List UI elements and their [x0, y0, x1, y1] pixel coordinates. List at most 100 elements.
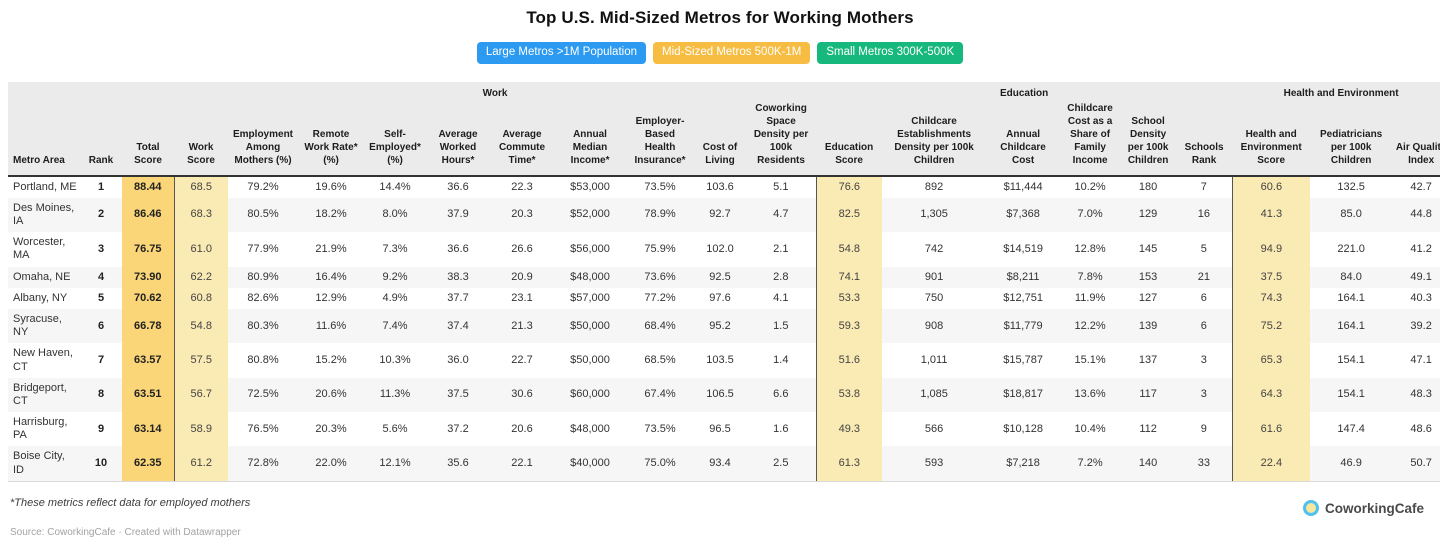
cell: 127 — [1138, 291, 1158, 304]
cell: Bridgeport, CT — [13, 381, 67, 407]
cell: 53.8 — [815, 377, 883, 413]
cell: $53,000 — [570, 180, 610, 193]
metro-size-tabs: Large Metros >1M Population Mid-Sized Met… — [0, 42, 1440, 64]
cell: 58.9 — [173, 412, 229, 447]
cell: 4 — [97, 270, 105, 283]
column-header: Health and Environment Score — [1232, 99, 1311, 177]
cell: 48.6 — [1410, 422, 1432, 435]
column-header: School Density per 100k Children — [1120, 99, 1177, 177]
coworkingcafe-logo[interactable]: CoworkingCafe — [1302, 500, 1424, 516]
cell: 36.6 — [447, 180, 469, 193]
cell: 6 — [1200, 319, 1207, 332]
cell: 56.7 — [173, 377, 229, 413]
column-header: Schools Rank — [1176, 99, 1233, 177]
cell: 10.3% — [379, 353, 411, 366]
column-header: Pediatricians per 100k Children — [1310, 99, 1393, 177]
cell: Harrisburg, PA — [13, 416, 68, 442]
cell: 40.3 — [1410, 291, 1432, 304]
cell: 61.3 — [815, 446, 883, 482]
cell: 103.6 — [706, 180, 734, 193]
column-header: Employer-Based Health Insurance* — [626, 99, 695, 177]
cell: 75.9% — [644, 242, 676, 255]
cell: 77.9% — [247, 242, 279, 255]
cell: $7,368 — [1006, 208, 1040, 221]
cell: $12,751 — [1003, 291, 1043, 304]
cell: 145 — [1138, 242, 1158, 255]
table-row: Des Moines, IA 2 86.46 68.3 80.5% 18.2% 8.0% 37… — [8, 197, 1440, 233]
cell: 21.9% — [315, 242, 347, 255]
cell: 80.5% — [247, 208, 279, 221]
cell: 82.6% — [247, 291, 279, 304]
cell: 15.2% — [315, 353, 347, 366]
column-header: Employment Among Mothers (%) — [228, 99, 299, 177]
cell: 7 — [97, 353, 105, 366]
cell: 19.6% — [315, 180, 347, 193]
cell: 62.35 — [122, 446, 175, 482]
cell: 53.3 — [815, 287, 883, 309]
cell: 20.6 — [511, 422, 533, 435]
cell: 3 — [1200, 388, 1207, 401]
cell: 154.1 — [1337, 353, 1365, 366]
cell: 11.6% — [315, 319, 347, 332]
cell: 103.5 — [706, 353, 734, 366]
tab-mid-sized-metros[interactable]: Mid-Sized Metros 500K-1M — [653, 42, 811, 64]
cell: 35.6 — [426, 446, 491, 482]
cell: 70.62 — [122, 287, 175, 309]
cell: 21.3 — [511, 319, 533, 332]
cell: 140 — [1120, 446, 1177, 482]
cell: 39.2 — [1410, 319, 1432, 332]
cell: 10 — [80, 446, 122, 482]
column-header: Annual Median Income* — [554, 99, 627, 177]
cell: 12.2% — [1074, 319, 1106, 332]
cell: 51.6 — [815, 343, 883, 378]
cell: 139 — [1138, 319, 1158, 332]
cell: 908 — [924, 319, 944, 332]
cell: 12.1% — [364, 446, 427, 482]
cell: 26.6 — [511, 242, 533, 255]
cell: Portland, ME — [13, 180, 77, 193]
cell: 7.3% — [382, 242, 408, 255]
cell: $15,787 — [1003, 353, 1043, 366]
cell: 11.9% — [1074, 291, 1106, 304]
tab-large-metros[interactable]: Large Metros >1M Population — [476, 42, 646, 64]
cell: 6 — [1200, 291, 1207, 304]
cell: 23.1 — [511, 291, 533, 304]
cell: 94.9 — [1231, 232, 1311, 267]
cell: 1.5 — [773, 319, 789, 332]
cell: 85.0 — [1340, 208, 1362, 221]
cell: 5 — [97, 291, 105, 304]
cell: 46.9 — [1310, 446, 1393, 482]
cell: Omaha, NE — [13, 270, 71, 283]
cell: 97.6 — [709, 291, 731, 304]
cell: 68.5 — [173, 175, 229, 198]
cell: $48,000 — [570, 270, 610, 283]
column-header: Childcare Cost as a Share of Family Inco… — [1060, 99, 1121, 177]
column-header: Remote Work Rate* (%) — [298, 99, 365, 177]
tab-small-metros[interactable]: Small Metros 300K-500K — [817, 42, 964, 64]
column-header: Average Worked Hours* — [426, 99, 491, 177]
cell: 61.6 — [1231, 412, 1311, 447]
cell: $50,000 — [570, 353, 610, 366]
cell: 164.1 — [1337, 319, 1365, 332]
cell: $40,000 — [554, 446, 627, 482]
cell: 79.2% — [247, 180, 279, 193]
cell: $7,218 — [986, 446, 1061, 482]
cell: 59.3 — [815, 308, 883, 344]
cell: 68.5% — [644, 353, 676, 366]
cell: 7.8% — [1077, 270, 1103, 283]
cell: 76.5% — [247, 422, 279, 435]
cell: 13.6% — [1074, 388, 1106, 401]
cell: 12.9% — [315, 291, 347, 304]
cell: 3 — [1200, 353, 1207, 366]
cell: 137 — [1138, 353, 1158, 366]
cell: 74.1 — [815, 266, 883, 288]
table-row: Albany, NY 5 70.62 60.8 82.6% 12.9% 4.9% 37.7 23… — [8, 287, 1440, 309]
cell: 129 — [1138, 208, 1158, 221]
cell: 86.46 — [122, 197, 175, 233]
table-row: Boise City, ID 10 62.35 61.2 72.8% 22.0% 12.1%… — [8, 446, 1440, 482]
cell: 4.1 — [773, 291, 789, 304]
cell: 5.6% — [382, 422, 408, 435]
cell: 54.8 — [815, 232, 883, 267]
cell: 95.2 — [709, 319, 731, 332]
cell: 3 — [97, 242, 105, 255]
